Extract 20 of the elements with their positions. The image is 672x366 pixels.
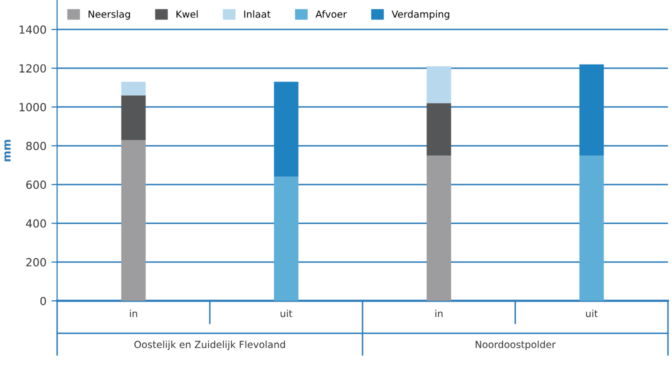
y-tick-label: 1400 <box>20 25 46 34</box>
y-tick-label: 1200 <box>20 64 46 73</box>
y-tick-label: 200 <box>26 258 46 266</box>
x-tick-label: in <box>130 310 138 318</box>
legend-label: Verdamping <box>392 10 450 20</box>
y-tick-label: 400 <box>26 219 46 228</box>
y-tick-label: 0 <box>40 296 46 306</box>
text: Noordoostpolder <box>476 340 556 350</box>
x-tick-label: uit <box>280 310 292 318</box>
legend-label: Kwel <box>176 10 198 18</box>
text: Oostelijk en Zuidelijk Flevoland <box>134 340 285 350</box>
x-tick-label: uit <box>586 310 598 318</box>
y-tick-label: 1000 <box>20 102 46 112</box>
y-tick-label: 800 <box>26 142 46 150</box>
legend-label: Inlaat <box>244 10 271 18</box>
legend-label: Neerslag <box>88 10 130 20</box>
y-axis-title: mm <box>4 140 11 162</box>
x-tick-label: in <box>435 310 443 318</box>
legend-label: Afvoer <box>316 10 347 18</box>
y-tick-label: 600 <box>26 180 46 189</box>
